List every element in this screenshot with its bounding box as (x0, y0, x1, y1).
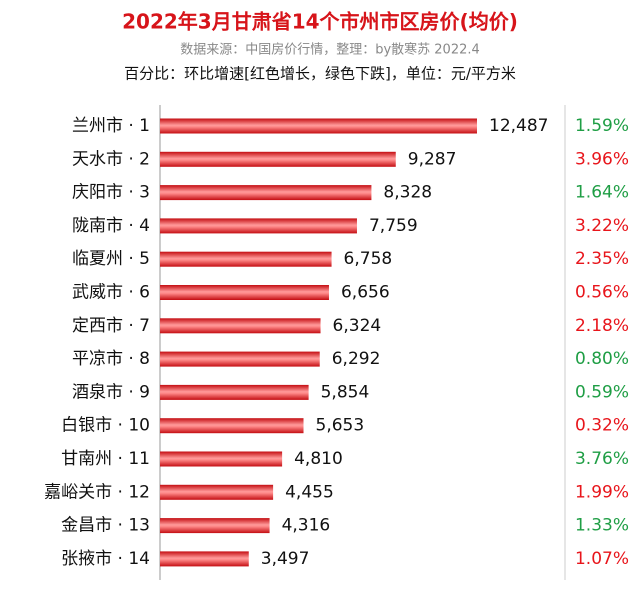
value-label: 6,758 (344, 249, 393, 269)
chart-title: 2022年3月甘肃省14个市州市区房价(均价) (122, 10, 518, 34)
category-label: 张掖市 · 14 (61, 549, 150, 569)
category-label: 酒泉市 · 9 (72, 382, 150, 402)
bar (160, 518, 270, 534)
category-label: 兰州市 · 1 (72, 116, 150, 136)
change-label: 0.59% (575, 382, 629, 402)
bar (160, 285, 329, 300)
category-label: 嘉峪关市 · 12 (44, 482, 150, 502)
change-label: 2.35% (575, 249, 629, 269)
change-label: 3.22% (575, 216, 629, 236)
bar (160, 418, 304, 434)
category-label: 甘南州 · 11 (61, 449, 150, 469)
category-label: 定西市 · 7 (72, 316, 150, 336)
change-label: 1.99% (575, 482, 629, 502)
category-label: 武威市 · 6 (72, 283, 150, 303)
category-label: 金昌市 · 13 (61, 516, 150, 536)
value-label: 9,287 (408, 149, 457, 169)
change-label: 1.33% (575, 516, 629, 536)
value-label: 6,292 (332, 349, 381, 369)
bar (160, 185, 372, 201)
value-label: 6,656 (341, 283, 390, 303)
change-label: 0.80% (575, 349, 629, 369)
bar (160, 251, 332, 267)
bar (160, 484, 274, 500)
bar (160, 151, 396, 167)
category-label: 白银市 · 10 (61, 416, 150, 436)
change-label: 0.56% (575, 283, 629, 303)
value-label: 4,810 (294, 449, 343, 469)
bar (160, 218, 357, 234)
category-label: 庆阳市 · 3 (72, 183, 150, 203)
chart-note: 百分比：环比增速[红色增长，绿色下跌]，单位：元/平方米 (124, 65, 516, 83)
category-label: 天水市 · 2 (72, 149, 150, 169)
category-label: 临夏州 · 5 (72, 249, 150, 269)
bar (160, 351, 320, 367)
bar (160, 451, 283, 467)
change-label: 1.59% (575, 116, 629, 136)
value-label: 4,455 (285, 482, 334, 502)
change-label: 1.64% (575, 183, 629, 203)
change-label: 0.32% (575, 416, 629, 436)
bar (160, 318, 321, 334)
value-label: 5,854 (321, 382, 370, 402)
bar (160, 384, 309, 400)
value-label: 4,316 (282, 516, 331, 536)
chart-subtitle: 数据来源：中国房价行情，整理：by散寒苏 2022.4 (180, 42, 480, 58)
category-label: 陇南市 · 4 (72, 216, 150, 236)
value-label: 12,487 (489, 116, 548, 136)
change-label: 3.76% (575, 449, 629, 469)
change-label: 3.96% (575, 149, 629, 169)
bar (160, 551, 249, 567)
change-label: 1.07% (575, 549, 629, 569)
category-label: 平凉市 · 8 (72, 349, 150, 369)
value-label: 8,328 (383, 183, 432, 203)
bar (160, 118, 477, 134)
value-label: 7,759 (369, 216, 418, 236)
value-label: 5,653 (316, 416, 365, 436)
change-label: 2.18% (575, 316, 629, 336)
value-label: 6,324 (333, 316, 382, 336)
value-label: 3,497 (261, 549, 310, 569)
